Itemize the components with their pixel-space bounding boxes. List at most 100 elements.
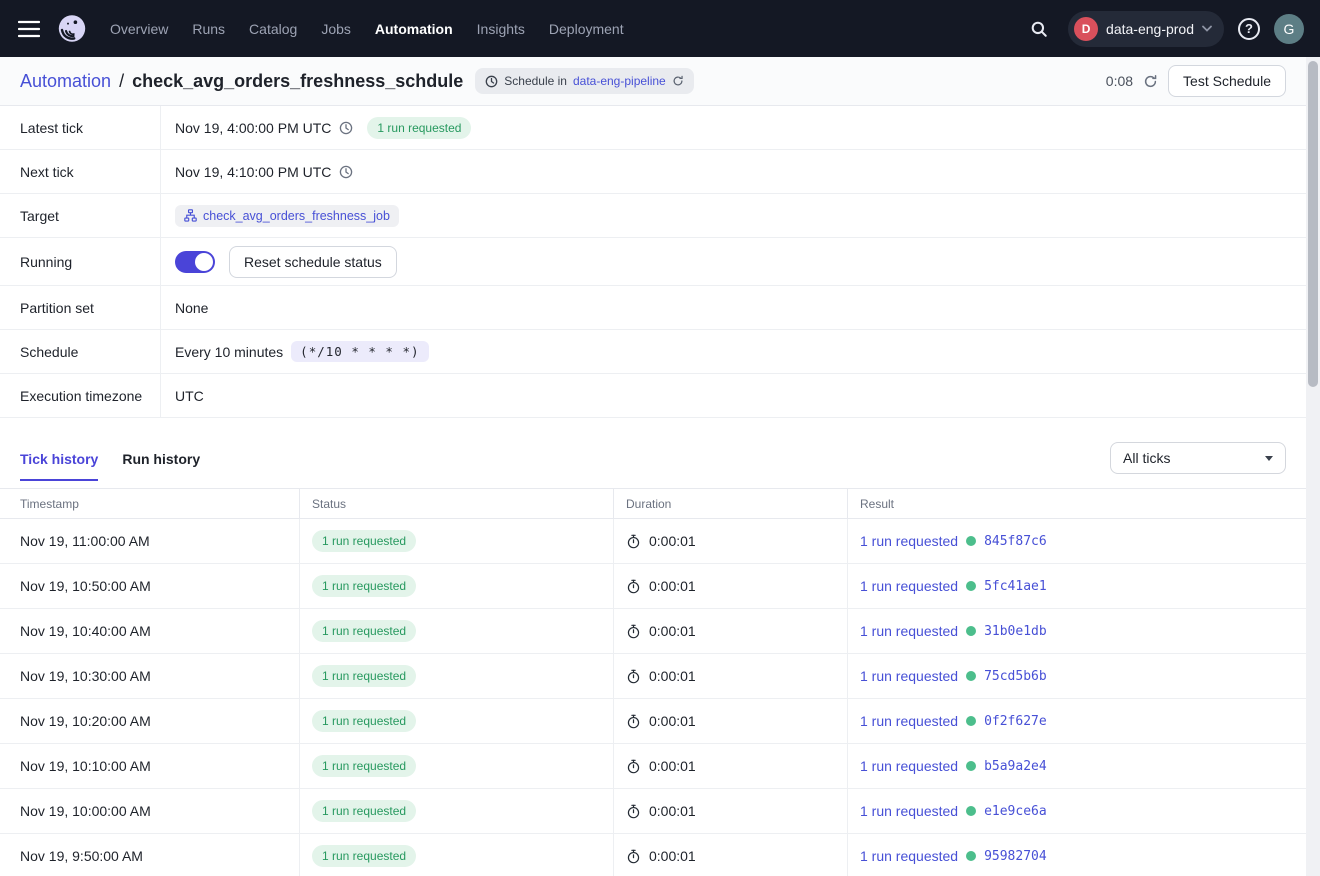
detail-row-next-tick: Next tick Nov 19, 4:10:00 PM UTC [0, 150, 1306, 194]
nav-item-catalog[interactable]: Catalog [249, 21, 297, 37]
tick-timestamp: Nov 19, 9:50:00 AM [0, 834, 300, 876]
run-status-dot [966, 581, 976, 591]
detail-row-partition-set: Partition set None [0, 286, 1306, 330]
run-id-link[interactable]: 0f2f627e [984, 714, 1047, 729]
run-id-link[interactable]: e1e9ce6a [984, 804, 1047, 819]
tick-status-badge: 1 run requested [312, 620, 416, 642]
tick-result-link[interactable]: 1 run requested [860, 533, 958, 549]
run-id-link[interactable]: 95982704 [984, 849, 1047, 864]
stopwatch-icon [626, 534, 641, 549]
dagster-logo-icon[interactable] [56, 13, 88, 45]
run-id-link[interactable]: 845f87c6 [984, 534, 1047, 549]
latest-tick-status-badge: 1 run requested [367, 117, 471, 139]
column-header-status: Status [300, 489, 614, 518]
tick-result-link[interactable]: 1 run requested [860, 848, 958, 864]
next-tick-time: Nov 19, 4:10:00 PM UTC [175, 164, 331, 180]
tick-result-link[interactable]: 1 run requested [860, 713, 958, 729]
tick-result-link[interactable]: 1 run requested [860, 578, 958, 594]
stopwatch-icon [626, 849, 641, 864]
deployment-switcher[interactable]: D data-eng-prod [1068, 11, 1224, 47]
avatar[interactable]: G [1274, 14, 1304, 44]
nav-item-insights[interactable]: Insights [477, 21, 525, 37]
nav-item-deployment[interactable]: Deployment [549, 21, 624, 37]
tick-duration: 0:00:01 [649, 803, 696, 819]
tick-duration: 0:00:01 [649, 668, 696, 684]
detail-label: Next tick [0, 150, 161, 193]
tick-result-link[interactable]: 1 run requested [860, 758, 958, 774]
help-icon[interactable]: ? [1238, 18, 1260, 40]
test-schedule-button[interactable]: Test Schedule [1168, 65, 1286, 97]
detail-label: Target [0, 194, 161, 237]
stopwatch-icon [626, 579, 641, 594]
search-icon[interactable] [1024, 14, 1054, 44]
tick-status-badge: 1 run requested [312, 530, 416, 552]
deployment-badge: D [1074, 17, 1098, 41]
run-id-link[interactable]: 75cd5b6b [984, 669, 1047, 684]
tick-duration: 0:00:01 [649, 713, 696, 729]
scrollbar-track [1306, 57, 1320, 876]
refresh-icon[interactable] [1143, 74, 1158, 89]
table-row: Nov 19, 9:50:00 AM 1 run requested 0:00:… [0, 834, 1306, 876]
scrollbar-thumb[interactable] [1308, 61, 1318, 387]
page-header: Automation / check_avg_orders_freshness_… [0, 57, 1306, 106]
reset-schedule-status-button[interactable]: Reset schedule status [229, 246, 397, 278]
detail-label: Schedule [0, 330, 161, 373]
run-status-dot [966, 806, 976, 816]
run-status-dot [966, 626, 976, 636]
tick-duration: 0:00:01 [649, 758, 696, 774]
breadcrumb-automation[interactable]: Automation [20, 71, 111, 92]
latest-tick-time: Nov 19, 4:00:00 PM UTC [175, 120, 331, 136]
tab-run-history[interactable]: Run history [122, 451, 200, 481]
detail-label: Partition set [0, 286, 161, 329]
run-status-dot [966, 851, 976, 861]
tick-status-badge: 1 run requested [312, 800, 416, 822]
tab-tick-history[interactable]: Tick history [20, 451, 98, 481]
nav-links: Overview Runs Catalog Jobs Automation In… [110, 21, 624, 37]
table-row: Nov 19, 10:40:00 AM 1 run requested 0:00… [0, 609, 1306, 654]
schedule-location-badge: Schedule in data-eng-pipeline [475, 68, 693, 94]
nav-item-runs[interactable]: Runs [192, 21, 225, 37]
tick-duration: 0:00:01 [649, 533, 696, 549]
history-tabs-row: Tick history Run history All ticks [0, 418, 1306, 488]
table-header-row: Timestamp Status Duration Result [0, 489, 1306, 519]
top-nav: Overview Runs Catalog Jobs Automation In… [0, 0, 1320, 57]
stopwatch-icon [626, 759, 641, 774]
run-id-link[interactable]: 5fc41ae1 [984, 579, 1047, 594]
table-row: Nov 19, 10:50:00 AM 1 run requested 0:00… [0, 564, 1306, 609]
tick-duration: 0:00:01 [649, 578, 696, 594]
tick-timestamp: Nov 19, 10:50:00 AM [0, 564, 300, 608]
running-toggle[interactable] [175, 251, 215, 273]
column-header-result: Result [848, 489, 1306, 518]
nav-item-jobs[interactable]: Jobs [321, 21, 351, 37]
reload-icon[interactable] [672, 75, 684, 87]
run-id-link[interactable]: b5a9a2e4 [984, 759, 1047, 774]
tick-result-link[interactable]: 1 run requested [860, 668, 958, 684]
clock-icon [485, 75, 498, 88]
tick-timestamp: Nov 19, 10:20:00 AM [0, 699, 300, 743]
table-row: Nov 19, 10:20:00 AM 1 run requested 0:00… [0, 699, 1306, 744]
tick-table-body: Nov 19, 11:00:00 AM 1 run requested 0:00… [0, 519, 1306, 876]
target-job-pill: check_avg_orders_freshness_job [175, 205, 399, 227]
stopwatch-icon [626, 804, 641, 819]
nav-item-overview[interactable]: Overview [110, 21, 168, 37]
partition-set-value: None [175, 300, 208, 316]
column-header-duration: Duration [614, 489, 848, 518]
clock-icon [339, 121, 353, 135]
schedule-details: Latest tick Nov 19, 4:00:00 PM UTC 1 run… [0, 106, 1306, 418]
hamburger-menu-icon[interactable] [16, 16, 42, 42]
detail-row-target: Target check_avg_orders_freshness_job [0, 194, 1306, 238]
tick-filter-value: All ticks [1123, 450, 1170, 466]
pipeline-link[interactable]: data-eng-pipeline [573, 74, 666, 88]
target-job-link[interactable]: check_avg_orders_freshness_job [203, 209, 390, 223]
tick-filter-select[interactable]: All ticks [1110, 442, 1286, 474]
detail-row-running: Running Reset schedule status [0, 238, 1306, 286]
schedule-in-label: Schedule in [504, 74, 567, 88]
tick-result-link[interactable]: 1 run requested [860, 803, 958, 819]
run-id-link[interactable]: 31b0e1db [984, 624, 1047, 639]
refresh-countdown: 0:08 [1106, 73, 1133, 89]
tick-result-link[interactable]: 1 run requested [860, 623, 958, 639]
tick-history-table: Timestamp Status Duration Result Nov 19,… [0, 488, 1306, 876]
nav-item-automation[interactable]: Automation [375, 21, 453, 37]
chevron-down-icon [1202, 25, 1212, 32]
detail-row-schedule: Schedule Every 10 minutes (*/10 * * * *) [0, 330, 1306, 374]
